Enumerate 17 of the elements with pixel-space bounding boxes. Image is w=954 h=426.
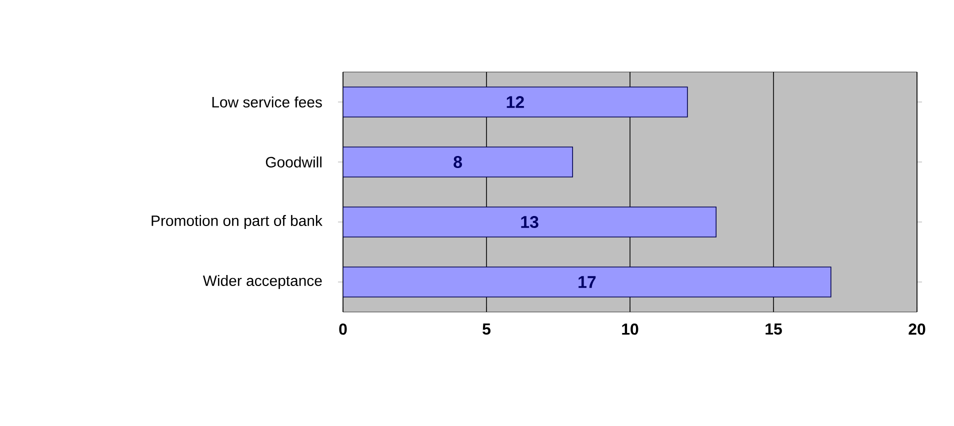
y-tick-label: Low service fees [212,96,322,108]
x-tick-label: 0 [339,324,347,335]
data-label: 17 [578,276,596,288]
x-tick-label: 15 [766,324,782,335]
y-tick-label: Goodwill [266,156,322,168]
y-tick-label: Promotion on part of bank [152,215,322,229]
bar [343,266,832,298]
y-tick-label: Wider acceptance [202,275,322,289]
data-label: 13 [521,216,538,228]
bar [343,86,688,118]
x-tick-label: 10 [622,324,638,335]
bar [343,206,717,238]
data-label: 12 [506,96,524,108]
bar [343,146,574,178]
data-label: 8 [454,156,462,168]
x-tick-label: 5 [482,324,490,335]
x-tick-label: 20 [908,324,926,335]
